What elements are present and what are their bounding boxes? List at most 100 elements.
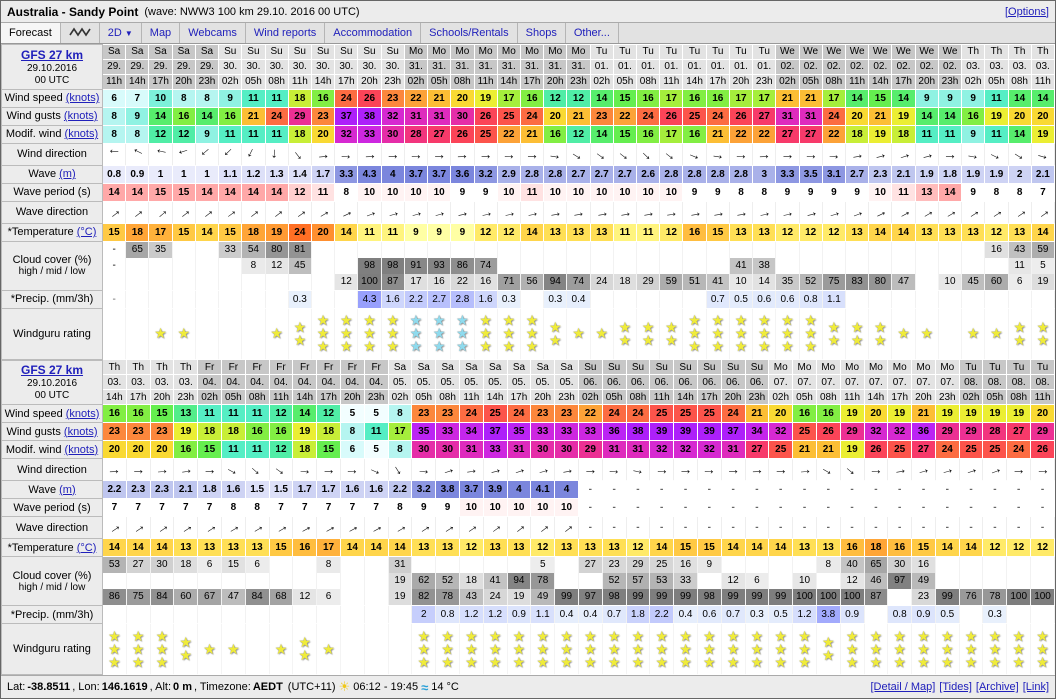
rating-star-icon: ★ bbox=[850, 331, 864, 348]
row-label-link[interactable]: (knots) bbox=[63, 425, 98, 438]
model-link[interactable]: GFS 27 km bbox=[20, 363, 84, 378]
row-label-link[interactable]: (°C) bbox=[76, 541, 97, 554]
modif-wind-cell: 32 bbox=[697, 440, 722, 459]
tab-map[interactable]: Map bbox=[142, 23, 181, 43]
model-link[interactable]: GFS 27 km bbox=[20, 47, 84, 62]
modif-wind-cell: 31 bbox=[459, 440, 484, 459]
tab-schools-rentals[interactable]: Schools/Rentals bbox=[421, 23, 518, 43]
tab-forecast[interactable]: Forecast bbox=[1, 23, 61, 43]
cloud-high-value: 29 bbox=[626, 557, 649, 573]
tab-webcams[interactable]: Webcams bbox=[180, 23, 246, 43]
wind-direction-cell: → bbox=[868, 143, 893, 166]
rating-star-icon: ★ bbox=[108, 627, 121, 644]
row-label-link[interactable]: (knots) bbox=[65, 407, 100, 420]
row-label-link[interactable]: (°C) bbox=[76, 226, 97, 238]
date-cell: 05. bbox=[554, 374, 579, 390]
wave-height-cell: - bbox=[935, 480, 960, 499]
wind-speed-cell: 17 bbox=[822, 89, 847, 108]
wave-height-cell: 3.6 bbox=[450, 165, 475, 184]
cloud-low-value: 71 bbox=[497, 273, 520, 289]
rating-star-icon: ★ bbox=[1013, 318, 1026, 335]
windguru-rating-cell: ★ ★ ★ bbox=[520, 308, 545, 360]
tab-graph[interactable] bbox=[61, 23, 100, 43]
direction-arrow-icon: → bbox=[533, 459, 552, 479]
date-cell: 08. bbox=[982, 374, 1008, 390]
direction-arrow-icon: → bbox=[614, 143, 636, 165]
day-cell: Sa bbox=[459, 360, 484, 375]
rating-star-icon: ★ bbox=[560, 640, 573, 657]
wave-height-cell: 2.8 bbox=[682, 165, 707, 184]
row-label-link[interactable]: (m) bbox=[59, 483, 76, 496]
tab-wind-reports[interactable]: Wind reports bbox=[246, 23, 326, 43]
rating-star-icon: ★ bbox=[584, 627, 597, 644]
row-label-link[interactable]: (knots) bbox=[64, 443, 99, 456]
direction-arrow-icon: → bbox=[616, 202, 634, 221]
row-label-link[interactable]: (knots) bbox=[63, 110, 98, 122]
modif-wind-cell: 25 bbox=[887, 440, 913, 459]
row-rating: Windguru rating ★ ★ ★ ★ ★ ★ ★ ★ ★ ★ ★ ★ ★ ★ ★ ★ ★ ★ ★ ★ ★ ★ ★ ★ ★… bbox=[1, 307, 1056, 360]
footer-link-detailmap[interactable]: [Detail / Map] bbox=[870, 681, 936, 693]
cloud-cover-cell: 10 bbox=[938, 241, 963, 291]
footer-link-tides[interactable]: [Tides] bbox=[939, 681, 972, 693]
wave-height-cell: 1.6 bbox=[340, 480, 365, 499]
rating-star-icon: ★ bbox=[964, 653, 978, 670]
wind-direction-cell: → bbox=[602, 458, 627, 481]
wave-period-cell: 10 bbox=[613, 183, 638, 202]
windguru-rating-cell: ★ ★ ★ bbox=[626, 623, 651, 675]
wave-period-cell: 8 bbox=[752, 183, 777, 202]
wave-period-cell: - bbox=[959, 498, 984, 517]
direction-arrow-icon: → bbox=[202, 461, 217, 477]
windguru-rating-cell: ★ ★ ★ bbox=[450, 308, 475, 360]
cloud-cover-cell: 68 bbox=[269, 556, 294, 606]
lat-value: -38.8511 bbox=[27, 681, 71, 693]
row-wave: Wave (m) 0.8 0.9 1 1 1 1.1 1.2 1.3 1.4 1.7 3.3 4.3 4 3… bbox=[1, 164, 1056, 184]
date-cell: 07. bbox=[792, 374, 817, 390]
windguru-rating-cell: ★ ★ ★ bbox=[799, 308, 823, 360]
tab-2d[interactable]: 2D ▼ bbox=[100, 23, 142, 43]
options-link[interactable]: [Options] bbox=[1004, 5, 1049, 18]
wind-speed-cell: 24 bbox=[334, 89, 359, 108]
rating-star-icon: ★ bbox=[584, 640, 597, 657]
cloud-cover-cell: 43 11 6 bbox=[1008, 241, 1032, 291]
day-cell: Mo bbox=[911, 360, 936, 375]
precip-cell: 4.3 bbox=[357, 290, 382, 309]
wind-gusts-cell: 18 bbox=[197, 422, 222, 441]
wave-direction-cell: → bbox=[459, 516, 484, 539]
temperature-cell: 13 bbox=[792, 538, 817, 557]
modif-wind-cell: 32 bbox=[334, 125, 359, 144]
date-cell: 05. bbox=[388, 374, 413, 390]
day-cell: Fr bbox=[292, 360, 318, 375]
precip-cell: 1.1 bbox=[530, 605, 556, 624]
rating-star-cyan-icon: ★ bbox=[432, 338, 446, 354]
hour-cell: 17h bbox=[697, 389, 722, 405]
wind-direction-cell: → bbox=[195, 143, 220, 166]
date-cell: 02. bbox=[822, 59, 847, 75]
precip-cell bbox=[938, 290, 963, 309]
wind-speed-cell: 23 bbox=[530, 404, 556, 423]
modif-wind-cell: 18 bbox=[288, 125, 312, 144]
direction-arrow-icon: → bbox=[246, 458, 268, 480]
tab-shops[interactable]: Shops bbox=[518, 23, 566, 43]
day-cell: Sa bbox=[507, 360, 532, 375]
windguru-rating-cell: ★ ★ ★ bbox=[334, 308, 359, 360]
rating-star-icon: ★ bbox=[179, 634, 193, 650]
tab-other-[interactable]: Other... bbox=[566, 23, 619, 43]
row-label-link[interactable]: (knots) bbox=[64, 128, 99, 140]
footer-link-archive[interactable]: [Archive] bbox=[975, 681, 1019, 693]
wave-period-cell: - bbox=[768, 498, 794, 517]
wave-height-cell: - bbox=[816, 480, 841, 499]
wind-gusts-cell: 27 bbox=[752, 107, 777, 126]
rating-star-icon: ★ bbox=[869, 627, 883, 644]
date-cell: 30. bbox=[241, 59, 266, 75]
wave-period-cell: 9 bbox=[706, 183, 730, 202]
row-label-link[interactable]: (m) bbox=[59, 168, 76, 180]
windguru-rating-cell: ★ bbox=[984, 308, 1009, 360]
rating-star-icon: ★ bbox=[618, 318, 632, 335]
windguru-rating-cell: ★ ★ ★ bbox=[602, 623, 627, 675]
tab-accommodation[interactable]: Accommodation bbox=[325, 23, 422, 43]
footer-link-link[interactable]: [Link] bbox=[1022, 681, 1049, 693]
row-label: *Temperature (°C) bbox=[1, 538, 103, 557]
wave-height-cell: 1.6 bbox=[221, 480, 246, 499]
row-label-link[interactable]: (knots) bbox=[65, 92, 100, 104]
cloud-high-value: 18 bbox=[174, 557, 197, 573]
